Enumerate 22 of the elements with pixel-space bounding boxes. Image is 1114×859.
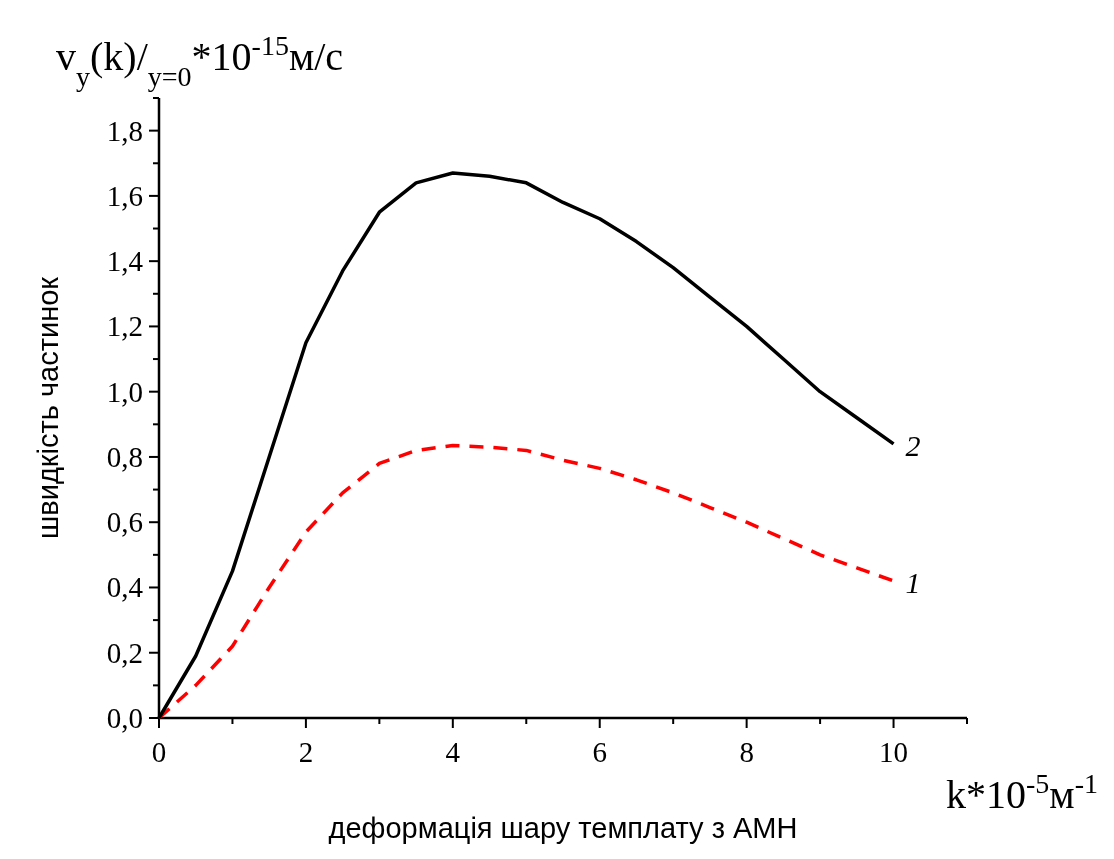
x-tick-label: 10 bbox=[879, 736, 909, 768]
y-tick-label: 0,0 bbox=[106, 702, 143, 734]
y-tick-label: 1,4 bbox=[106, 245, 144, 278]
x-axis-title: деформація шару темплату з АМН bbox=[328, 812, 798, 844]
x-tick-label: 4 bbox=[445, 736, 461, 768]
y-tick-label: 1,8 bbox=[106, 114, 143, 147]
y-tick-label: 0,6 bbox=[106, 506, 143, 539]
y-tick-label: 0,4 bbox=[106, 571, 144, 604]
text: k*10$^{-5}$м$^{-1}$ bbox=[946, 767, 1098, 817]
series-label: 1 bbox=[905, 565, 921, 599]
y-tick-label: 1,2 bbox=[106, 310, 143, 343]
text: v$_{y}$(k)/$_{y=0}$*10$^{-15}$м/с bbox=[56, 29, 344, 92]
x-tick-label: 6 bbox=[592, 736, 607, 768]
y-tick-label: 0,8 bbox=[106, 440, 143, 473]
y-tick-label: 1,0 bbox=[106, 375, 143, 408]
x-tick-label: 0 bbox=[151, 736, 167, 768]
y-axis-title: швидкість частинок bbox=[32, 276, 64, 539]
y-tick-label: 0,2 bbox=[106, 636, 143, 669]
x-tick-label: 8 bbox=[739, 736, 754, 768]
series-label: 2 bbox=[905, 428, 921, 462]
y-tick-label: 1,6 bbox=[106, 179, 143, 212]
x-tick-label: 2 bbox=[298, 736, 314, 768]
